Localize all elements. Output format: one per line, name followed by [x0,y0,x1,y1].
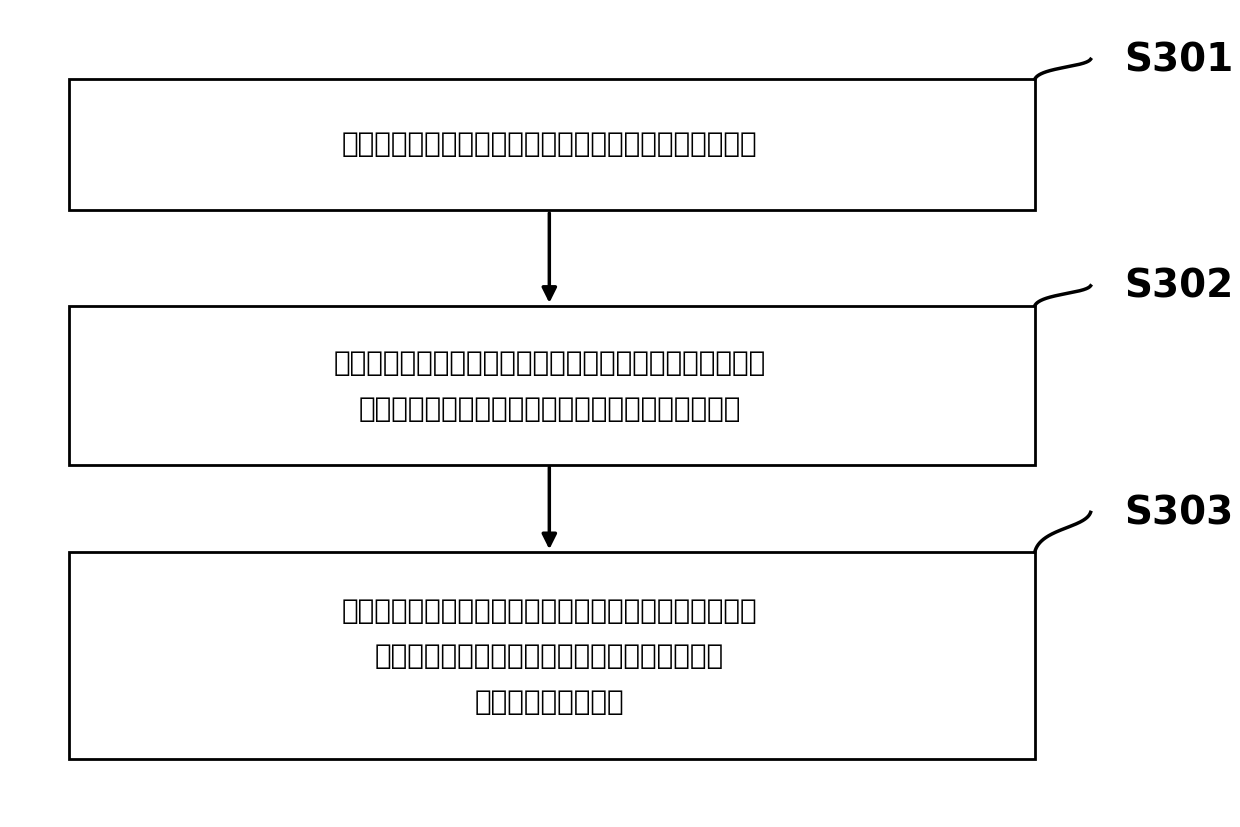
Text: 对于所构造的每个伪随机序列及其对应的数位随机序列，
根据该伪随机序列与数位随机序列的映射关系，
构造对应的交织序列: 对于所构造的每个伪随机序列及其对应的数位随机序列， 根据该伪随机序列与数位随机序… [341,596,758,715]
Text: 根据待构造的交织序列的预设长度，构造多个伪随机序列: 根据待构造的交织序列的预设长度，构造多个伪随机序列 [341,130,758,158]
FancyBboxPatch shape [69,552,1034,759]
Text: S302: S302 [1123,267,1234,305]
Text: 对于所构造的每个伪随机序列，根据该伪随机序列中的两种
以上数值的数量，构造至少一个对应的数位随机序列: 对于所构造的每个伪随机序列，根据该伪随机序列中的两种 以上数值的数量，构造至少一… [334,349,765,423]
Text: S301: S301 [1123,41,1234,79]
FancyBboxPatch shape [69,80,1034,211]
FancyBboxPatch shape [69,306,1034,465]
Text: S303: S303 [1123,494,1234,532]
